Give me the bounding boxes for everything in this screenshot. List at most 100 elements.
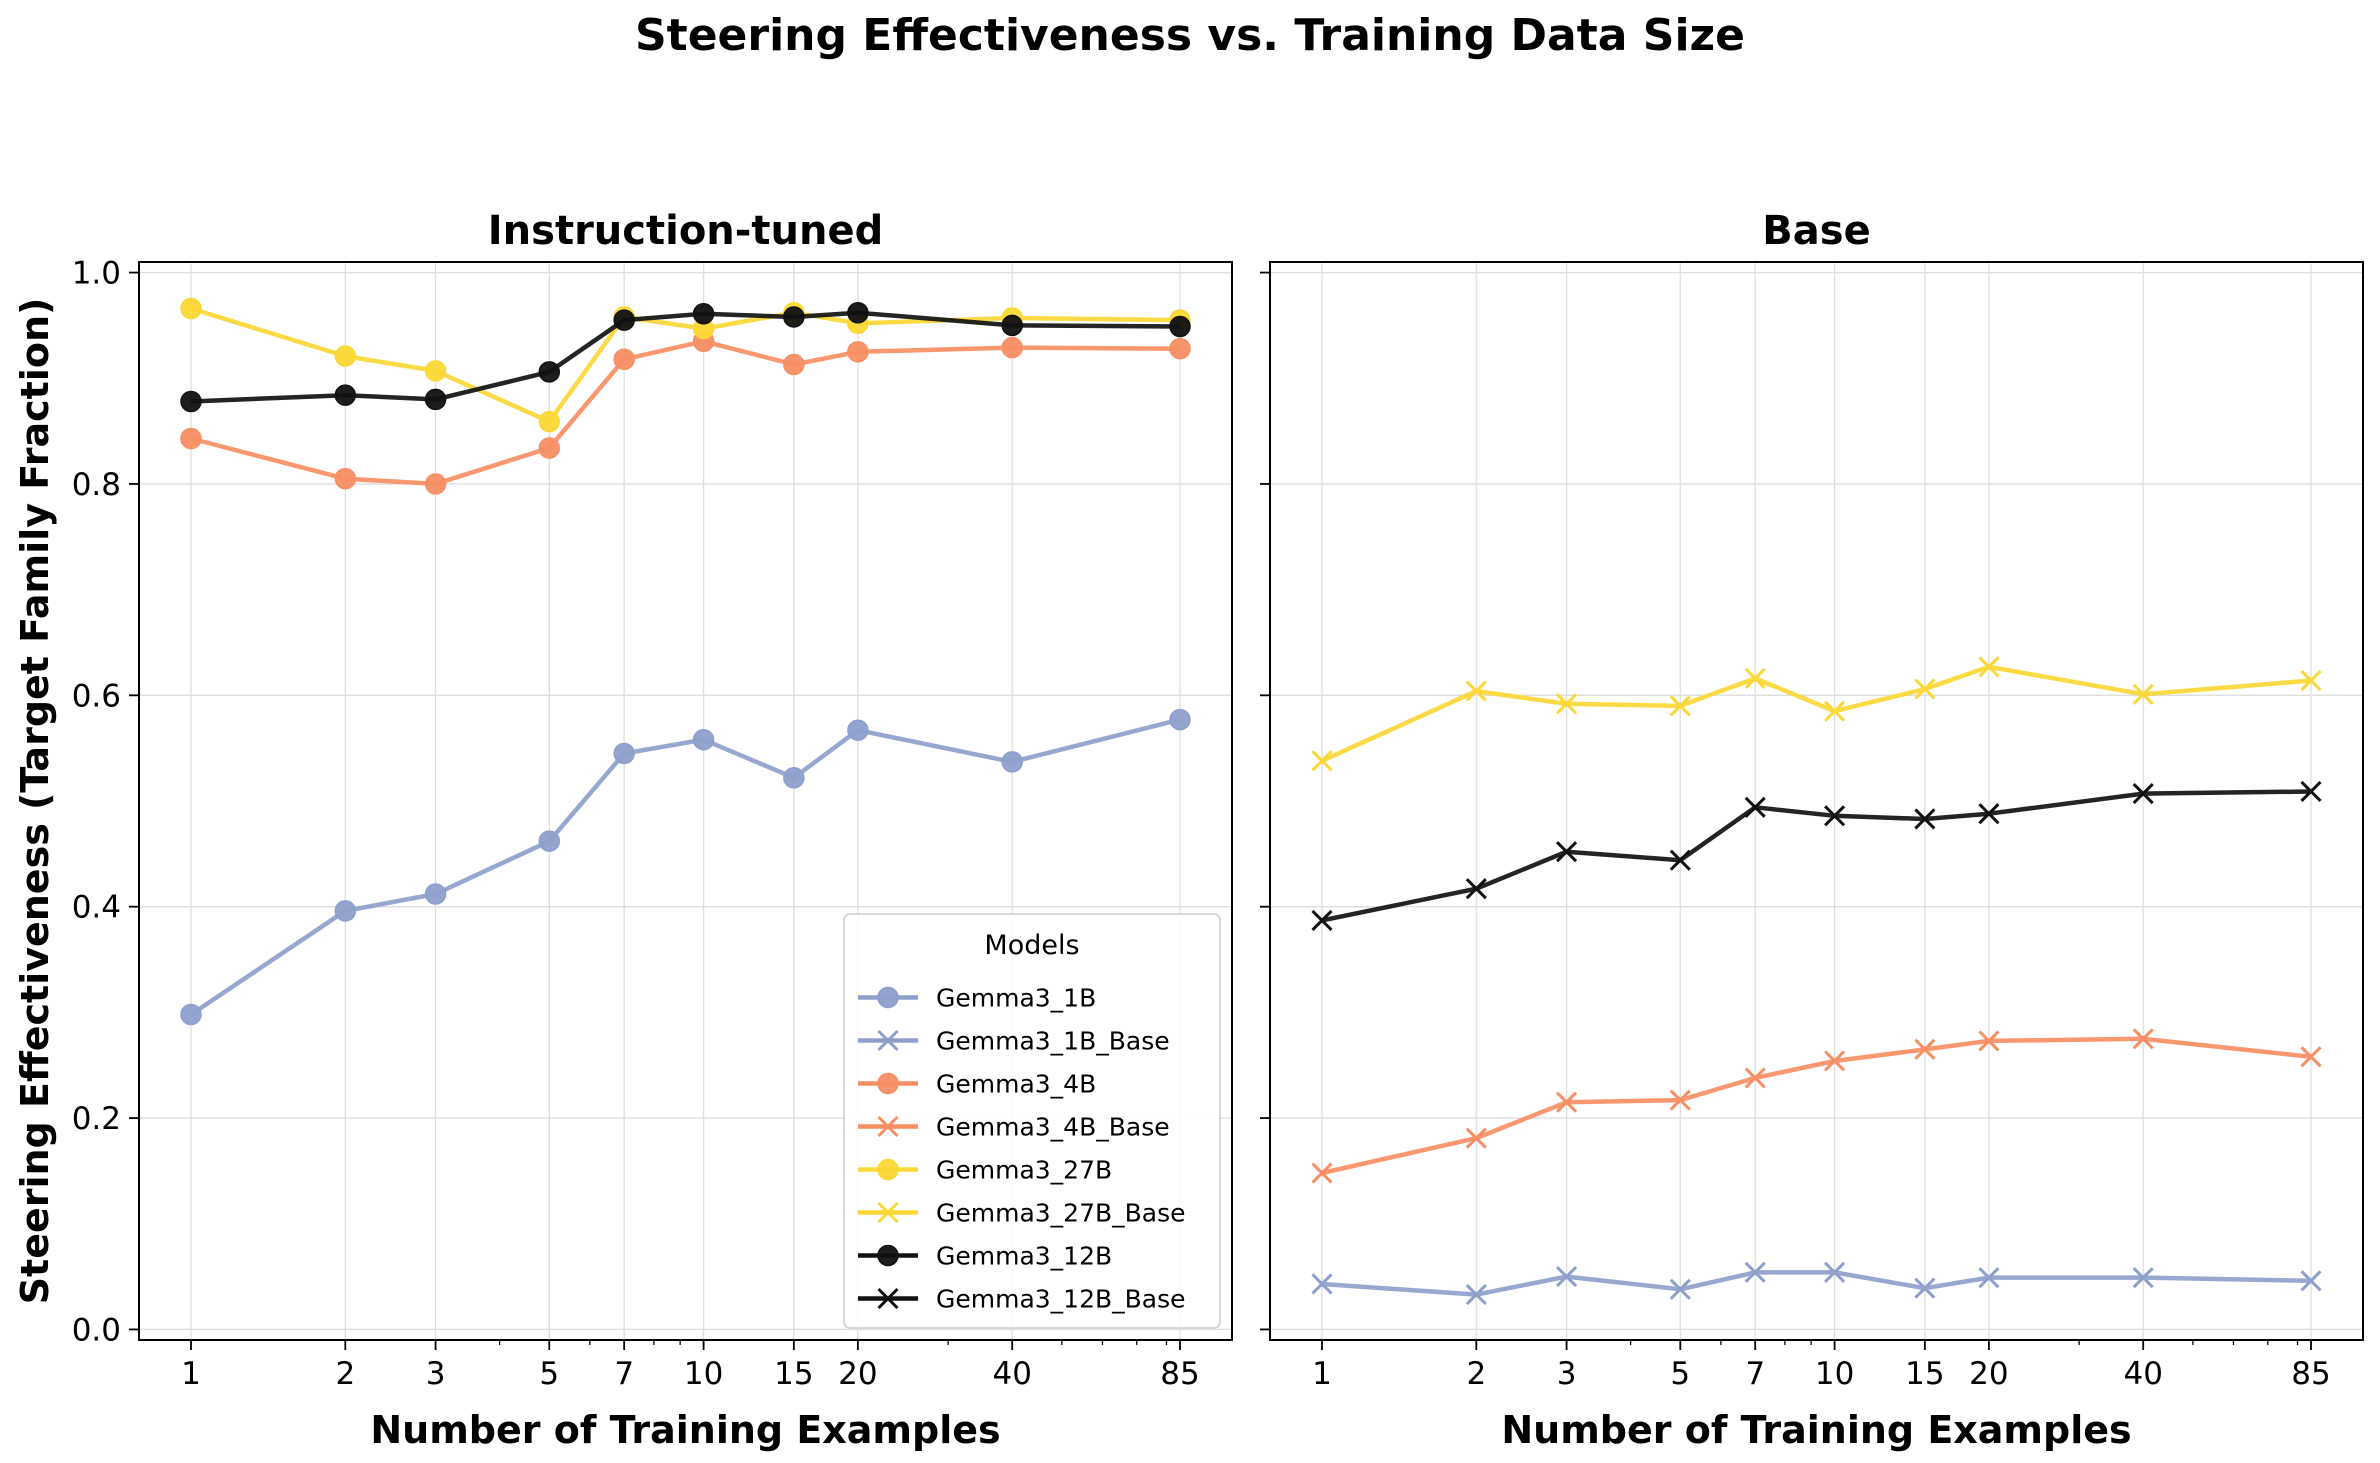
legend-item-gemma3-1b-base: Gemma3_1B_Base [858,1027,1170,1056]
panel-base-series-gemma3-4b-base-point-1 [1465,1127,1487,1149]
panel-base-xtick-label-3: 5 [1670,1356,1690,1392]
panel-instruction-tuned-series-gemma3-1b [180,708,1191,1026]
panel-instruction-tuned-ytick-label-5: 1.0 [72,256,121,292]
legend-marker-gemma3-1b-base [877,1029,899,1052]
panel-instruction-tuned-series-gemma3-1b-point-2 [424,883,447,905]
panel-instruction-tuned-series-gemma3-1b-point-4 [613,742,635,765]
panel-base-series-gemma3-27b-base-point-7 [1978,656,2000,678]
panel-base-xtick-label-2: 3 [1557,1356,1577,1392]
panel-instruction-tuned-xtick-label-5: 10 [684,1356,723,1392]
panel-base-series-gemma3-12b-base-point-7-stroke-b [1978,803,2000,825]
panel-base-series-gemma3-12b-base-point-9-stroke-b [2300,780,2322,803]
panel-base-series-gemma3-12b-base-point-1-stroke-b [1465,878,1487,900]
legend-marker-gemma3-4b [877,1072,899,1095]
panel-instruction-tuned-series-gemma3-12b-point-6 [783,306,805,328]
panel-instruction-tuned-xtick-label-7: 20 [838,1356,877,1392]
panel-instruction-tuned-series-gemma3-4b-point-7 [847,341,869,363]
panel-base-series-gemma3-4b-base-point-5 [1824,1050,1846,1072]
panel-base-xtick-label-7: 20 [1969,1356,2008,1392]
panel-instruction-tuned-series-gemma3-1b-point-7 [847,719,869,741]
panel-base-series-gemma3-4b-base-point-5-stroke-b [1824,1050,1846,1072]
panel-base-series-gemma3-27b-base-point-8 [2132,683,2154,705]
legend-marker-gemma3-27b [877,1158,899,1181]
panel-instruction-tuned-xtick-label-3: 5 [539,1356,559,1392]
panel-instruction-tuned-series-gemma3-4b-point-3 [538,437,561,459]
panel-instruction-tuned-series-gemma3-1b-point-6 [783,766,805,789]
panel-instruction-tuned-series-gemma3-1b-point-3 [538,830,561,852]
panel-instruction-tuned-xtick-label-8: 40 [992,1356,1031,1392]
panel-base-series-gemma3-12b-base-point-0 [1311,909,1333,931]
panel-base-series-gemma3-27b-base-point-2 [1556,693,1578,715]
panel-base-series-gemma3-12b-base-point-4 [1744,796,1766,818]
panel-base-series-gemma3-27b-base-point-9-stroke-b [2300,669,2322,692]
legend: Models Gemma3_1B Gemma3_1B_Base Gemma3_4B Ge… [843,913,1221,1329]
panel-instruction-tuned-series-gemma3-12b-point-7 [847,301,869,324]
panel-instruction-tuned-xtick-label-6: 15 [774,1356,813,1392]
panel-base-series-gemma3-1b-base-point-1 [1465,1283,1487,1306]
panel-instruction-tuned-series-gemma3-27b-point-2 [424,360,447,382]
panel-instruction-tuned-series-gemma3-4b-line [190,339,1181,487]
panel-base-series-gemma3-27b-base-point-3 [1669,695,1691,717]
panel-base: 1 2 3 5 7 10 15 20 40 85 Base Number of Training Ex… [1260,208,2364,1452]
panel-base-xtick-label-6: 15 [1905,1356,1944,1392]
panels: 1 2 3 5 7 10 15 20 40 850.00.20.40.60.81.0Instruc… [13,208,2364,1452]
legend-item-gemma3-4b: Gemma3_4B [858,1070,1096,1099]
panel-base-series-gemma3-1b-base-point-0 [1311,1273,1333,1295]
panel-instruction-tuned-series-gemma3-1b-point-8 [1001,751,1023,773]
panel-base-series-gemma3-4b-base-point-4-stroke-b [1744,1067,1766,1089]
panel-base-series-gemma3-12b-base-point-5 [1824,805,1846,827]
figure-title: Steering Effectiveness vs. Training Data… [635,10,1745,61]
legend-item-gemma3-1b: Gemma3_1B [858,984,1096,1013]
panel-base-series-gemma3-4b-base-point-8-stroke-b [2132,1028,2154,1050]
legend-item-gemma3-12b-base: Gemma3_12B_Base [858,1285,1186,1314]
panel-base-series-gemma3-4b-base-point-2-stroke-b [1556,1091,1578,1113]
panel-instruction-tuned-series-gemma3-12b-point-0 [180,390,202,413]
panel-base-series-gemma3-12b-base-point-4-stroke-b [1744,796,1766,818]
panel-base-series-gemma3-27b-base-point-0 [1311,750,1333,772]
panel-base-series-gemma3-27b-base-point-4-stroke-b [1744,667,1766,689]
panel-instruction-tuned-series-gemma3-27b-point-3 [538,410,561,433]
panel-base-series-gemma3-4b-base-point-9 [2300,1046,2322,1068]
panel-base-series-gemma3-1b-base-point-8 [2132,1267,2154,1289]
panel-base-series-gemma3-12b-base-point-9 [2300,780,2322,803]
legend-label-gemma3-27b: Gemma3_27B [936,1156,1112,1185]
panel-base-series-gemma3-4b-base [1311,1028,2322,1184]
panel-instruction-tuned-xtick-label-2: 3 [426,1356,446,1392]
legend-label-gemma3-4b-base: Gemma3_4B_Base [936,1113,1170,1142]
panel-instruction-tuned-series-gemma3-12b-point-4 [613,309,635,331]
panel-base-series-gemma3-4b-base-point-7 [1978,1030,2000,1052]
panel-instruction-tuned-xtick-label-9: 85 [1160,1356,1199,1392]
legend-marker-gemma3-12b-base [877,1287,899,1310]
panel-instruction-tuned-series-gemma3-12b-point-1 [334,384,357,406]
panel-base-xtick-label-4: 7 [1745,1356,1765,1392]
panel-base-series-gemma3-12b-base-point-5-stroke-b [1824,805,1846,827]
panel-base-series-gemma3-27b-base-point-1 [1465,680,1487,702]
panel-instruction-tuned-series-gemma3-4b-point-2 [424,473,447,495]
legend-title: Models [984,930,1079,961]
legend-marker-gemma3-1b-base-stroke-b [877,1029,899,1052]
panel-base-series-gemma3-27b-base-point-8-stroke-b [2132,683,2154,705]
panel-instruction-tuned-ytick-label-2: 0.4 [72,890,121,926]
legend-label-gemma3-27b-base: Gemma3_27B_Base [936,1199,1186,1228]
legend-label-gemma3-12b: Gemma3_12B [936,1242,1112,1271]
panel-instruction-tuned-series-gemma3-4b-point-6 [783,353,805,376]
legend-item-gemma3-27b-base: Gemma3_27B_Base [858,1199,1186,1228]
panel-instruction-tuned-ytick-label-4: 0.8 [72,467,121,503]
panel-base-series-gemma3-4b-base-point-0 [1311,1162,1333,1184]
panel-instruction-tuned-series-gemma3-4b-point-1 [334,467,357,490]
panel-instruction-tuned-series-gemma3-4b-point-8 [1001,336,1023,359]
panel-instruction-tuned-xlabel: Number of Training Examples [370,1408,1000,1452]
panel-base-series-gemma3-1b-base-point-9-stroke-b [2300,1270,2322,1292]
panel-base-series-gemma3-12b-base [1311,780,2322,931]
legend-item-gemma3-4b-base: Gemma3_4B_Base [858,1113,1170,1142]
panel-base-series-gemma3-27b-base-point-6-stroke-b [1914,678,1936,700]
panel-base-series-gemma3-4b-base-point-7-stroke-b [1978,1030,2000,1052]
panel-base-series-gemma3-12b-base-point-8 [2132,783,2154,805]
panel-base-series-gemma3-1b-base-point-5 [1824,1261,1846,1283]
panel-base-frame [1269,261,2364,1341]
panel-base-xtick-label-9: 85 [2291,1356,2330,1392]
panel-base-series-gemma3-12b-base-point-2-stroke-b [1556,841,1578,863]
panel-base-series-gemma3-4b-base-point-3-stroke-b [1669,1089,1691,1111]
panel-instruction-tuned-xtick-label-1: 2 [335,1356,355,1392]
panel-instruction-tuned-series-gemma3-1b-point-0 [180,1003,202,1026]
